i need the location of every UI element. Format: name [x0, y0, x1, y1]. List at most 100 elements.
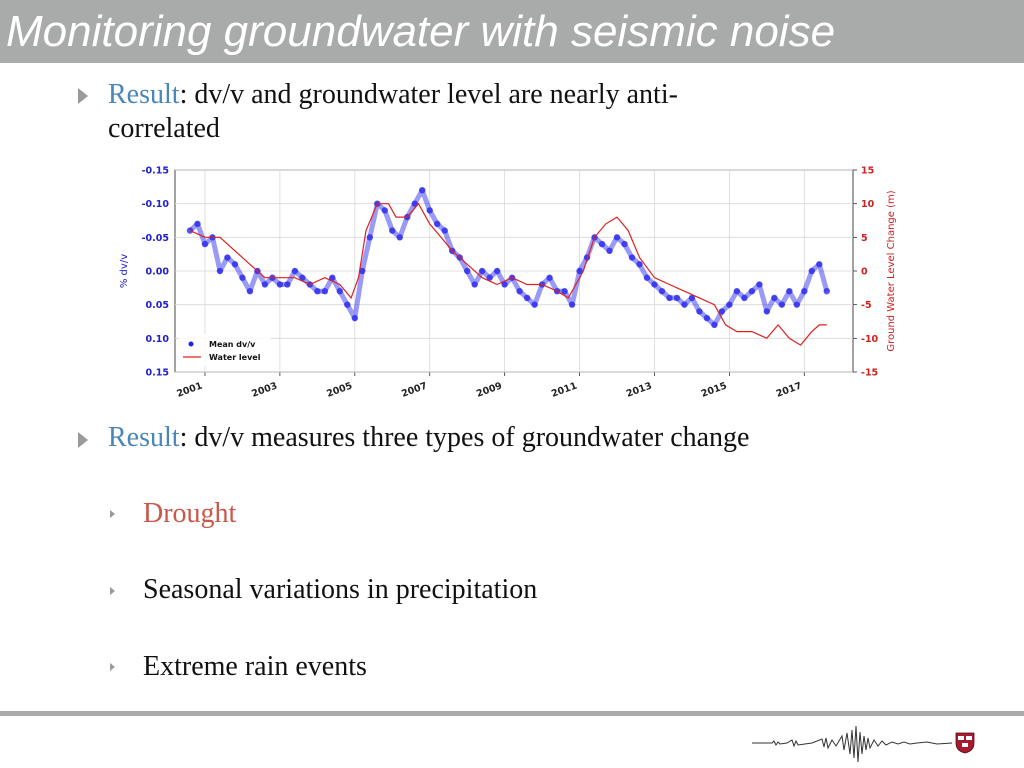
dvv-point: [246, 288, 254, 295]
bullet-arrow-icon: [78, 88, 88, 104]
dvv-groundwater-chart: -0.15 -0.10 -0.05 0.00 0.05 0.10 0.15 15 10 5 0 -5 -…: [119, 166, 897, 400]
dvv-point: [463, 267, 471, 275]
y-left-tick-label: -0.05: [142, 233, 169, 244]
bullet-1: Result: dv/v and groundwater level are n…: [108, 78, 828, 146]
sub-bullet-arrow-icon: [110, 663, 115, 671]
bullet-2: Result: dv/v measures three types of gro…: [108, 421, 988, 455]
dvv-point: [389, 227, 396, 234]
seismogram-waveform-icon: [752, 725, 952, 763]
dvv-point: [478, 267, 486, 275]
dvv-point: [643, 274, 651, 281]
dvv-point: [748, 288, 756, 295]
x-tick-label: 2009: [475, 380, 504, 399]
dvv-point: [786, 288, 793, 295]
dvv-point: [523, 294, 531, 302]
dvv-point: [396, 234, 403, 241]
y-right-tick-label: -5: [861, 300, 872, 311]
y-left-tick-label: 0.00: [146, 267, 170, 278]
bullet-1-text-line2: correlated: [108, 113, 220, 144]
dvv-point: [344, 301, 351, 308]
dvv-point: [658, 288, 666, 295]
dvv-point: [471, 281, 478, 288]
dvv-point: [381, 207, 388, 214]
dvv-point: [351, 314, 359, 322]
y-left-tick-label: 0.10: [146, 334, 170, 345]
y-left-tick-label: -0.15: [142, 166, 169, 177]
dvv-point: [666, 294, 673, 302]
dvv-point: [696, 308, 703, 315]
dvv-point: [299, 274, 306, 281]
dvv-point: [688, 294, 696, 302]
dvv-point: [636, 261, 643, 268]
legend-marker-dvv: [188, 341, 194, 347]
dvv-point: [239, 274, 246, 281]
legend-label-water: Water level: [209, 353, 261, 362]
dvv-point: [726, 301, 733, 308]
x-tick-label: 2001: [175, 380, 204, 399]
dvv-point: [224, 254, 231, 261]
dvv-point: [621, 240, 628, 248]
sub-bullet-rain-events: Extreme rain events: [143, 651, 367, 682]
water-level-line: [189, 202, 827, 346]
y-left-tick-label: 0.15: [146, 368, 169, 379]
dvv-point: [261, 281, 269, 288]
dvv-point: [778, 301, 786, 308]
dvv-point: [516, 288, 523, 295]
x-tick-label: 2003: [250, 380, 279, 399]
dvv-point: [276, 281, 284, 288]
title-bar: Monitoring groundwater with seismic nois…: [0, 0, 1024, 63]
bullet-2-text: : dv/v measures three types of groundwat…: [179, 422, 750, 453]
dvv-point: [366, 234, 373, 241]
dvv-point: [741, 294, 748, 302]
dvv-point: [486, 274, 493, 281]
dvv-point: [426, 207, 433, 214]
dvv-point: [703, 314, 711, 322]
dvv-point: [314, 288, 321, 295]
dvv-point: [359, 267, 366, 275]
dvv-point: [419, 187, 426, 194]
bullet-arrow-icon: [78, 432, 88, 448]
y-right-tick-label: 5: [861, 233, 868, 244]
dvv-point: [756, 281, 763, 288]
dvv-point: [194, 220, 201, 228]
y-left-tick-label: -0.10: [142, 199, 170, 210]
dvv-point: [673, 294, 681, 302]
bullet-1-text: : dv/v and groundwater level are nearly …: [179, 79, 678, 110]
dvv-point: [733, 288, 741, 295]
bullet-1-keyword: Result: [108, 79, 180, 110]
dvv-point: [628, 254, 636, 261]
dvv-point: [411, 200, 418, 207]
dvv-point: [568, 301, 576, 308]
dvv-point: [561, 288, 568, 295]
x-tick-label: 2005: [325, 380, 354, 399]
x-tick-label: 2013: [625, 380, 654, 399]
legend-label-dvv: Mean dv/v: [209, 340, 256, 349]
sub-bullet-arrow-icon: [110, 587, 115, 595]
y-right-tick-label: 10: [861, 199, 875, 210]
x-tick-label: 2007: [400, 380, 429, 399]
sub-bullet-arrow-icon: [110, 510, 115, 518]
dvv-point: [186, 227, 194, 234]
dvv-point: [771, 294, 778, 302]
legend-box: [179, 334, 271, 366]
dvv-point: [606, 247, 613, 254]
dvv-point: [501, 281, 508, 288]
bullet-2-keyword: Result: [108, 422, 180, 453]
y-right-tick-label: -15: [861, 368, 878, 379]
dvv-point: [336, 288, 344, 295]
dvv-point: [763, 308, 771, 315]
dvv-density-band: [188, 187, 830, 328]
dvv-point: [793, 301, 801, 308]
x-tick-label: 2011: [550, 380, 579, 399]
dvv-point: [681, 301, 688, 308]
dvv-point: [823, 288, 830, 295]
dvv-point: [718, 308, 726, 315]
dvv-point: [441, 227, 448, 234]
dvv-point: [816, 261, 823, 268]
dvv-point: [231, 261, 239, 268]
dvv-point: [284, 281, 291, 288]
dvv-point: [711, 321, 718, 329]
dvv-point: [216, 267, 224, 275]
x-tick-label: 2017: [775, 380, 804, 399]
y-right-tick-label: 0: [861, 267, 868, 278]
